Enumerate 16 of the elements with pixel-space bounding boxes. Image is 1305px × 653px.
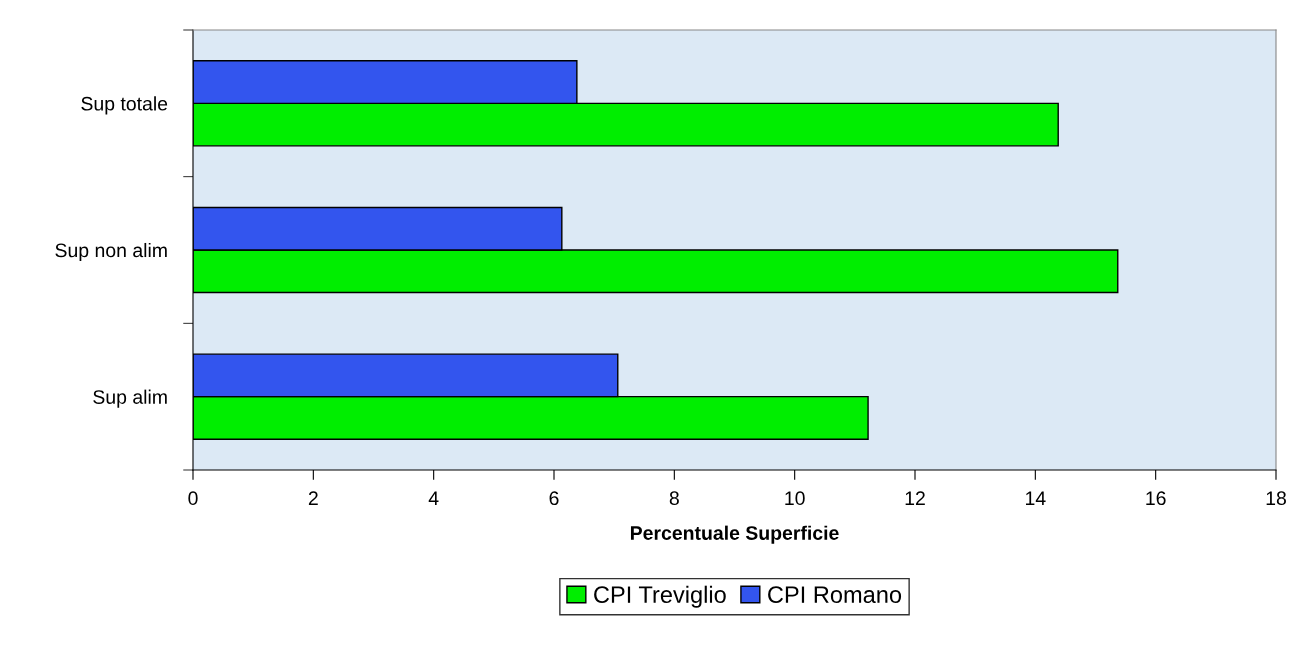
x-axis-title: Percentuale Superficie bbox=[630, 525, 839, 544]
x-tick-label: 18 bbox=[1266, 491, 1286, 506]
x-tick-label: 8 bbox=[669, 491, 679, 506]
x-tick-label: 0 bbox=[188, 491, 198, 506]
legend-label: CPI Romano bbox=[768, 586, 902, 604]
x-tick-label: 4 bbox=[428, 491, 439, 505]
legend-label: CPI Treviglio bbox=[594, 585, 726, 608]
x-tick-label: 16 bbox=[1146, 491, 1166, 506]
x-tick-label: 14 bbox=[1026, 491, 1046, 505]
x-tick-label: 12 bbox=[905, 491, 925, 505]
x-tick-label: 10 bbox=[785, 491, 805, 506]
y-tick-label: Sup alim bbox=[93, 389, 167, 408]
y-tick-label: Sup totale bbox=[81, 96, 168, 115]
x-tick-label: 2 bbox=[308, 491, 318, 505]
x-tick-label: 6 bbox=[549, 491, 559, 506]
y-tick-label: Sup non alim bbox=[55, 242, 167, 262]
